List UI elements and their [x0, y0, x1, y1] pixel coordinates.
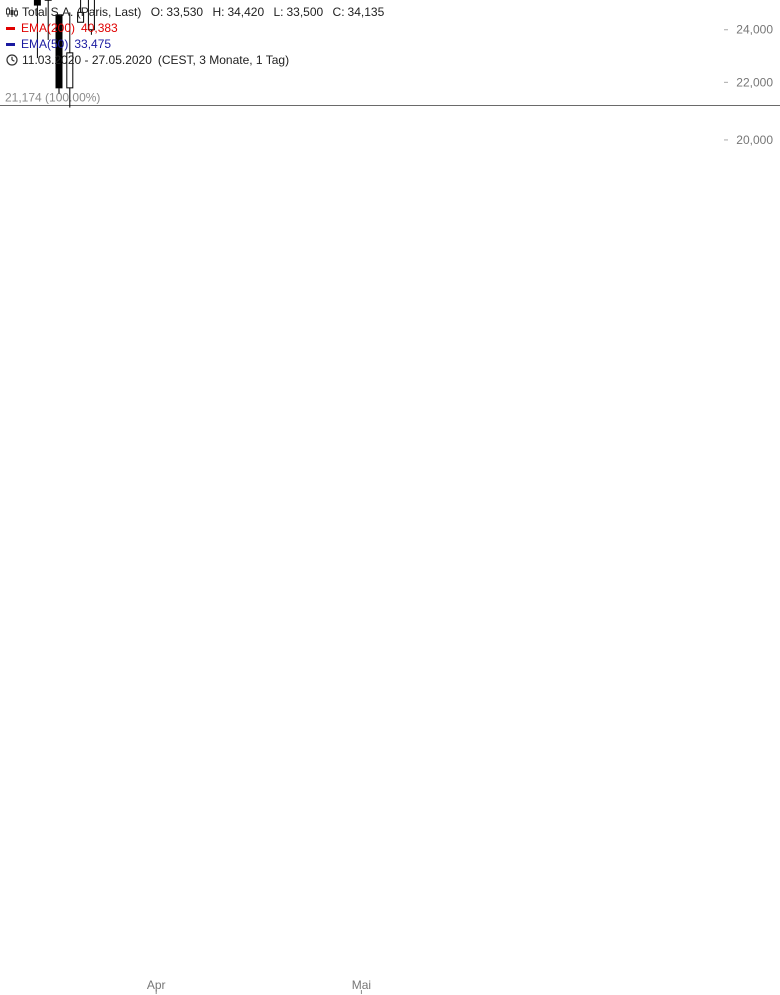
low-value: 33,500: [286, 5, 324, 19]
ema200-swatch: [6, 27, 15, 31]
y-tick-label: 20,000: [736, 133, 773, 147]
y-tick-label: 24,000: [736, 23, 773, 37]
date-axis: Apr Mai: [147, 978, 371, 994]
candle-body: [77, 11, 85, 23]
x-tick-label: Apr: [147, 978, 166, 992]
high-value: 34,420: [227, 5, 265, 19]
high-label: H:: [212, 5, 225, 19]
candle-body: [55, 14, 63, 89]
candlesticks: [33, 0, 95, 108]
fib-label: 21,174 (100.00%): [5, 90, 100, 104]
ema200-legend: EMA(200) 40,383: [6, 21, 118, 35]
ema50-label: EMA(50): [21, 37, 69, 51]
ema200-label: EMA(200): [21, 21, 76, 35]
low-label: L:: [273, 5, 284, 19]
close-label: C:: [332, 5, 345, 19]
instrument-name: Total S.A. (Paris, Last): [22, 5, 142, 19]
open-value: 33,530: [166, 5, 204, 19]
close-value: 34,135: [347, 5, 385, 19]
period-detail: (CEST, 3 Monate, 1 Tag): [157, 53, 290, 67]
candle-body: [87, 0, 95, 31]
fibonacci-levels: 37,990 (0.00%)31,566 (38.20%)29,582 (50.…: [0, 90, 780, 106]
period-range: 11.03.2020 - 27.05.2020: [22, 53, 152, 67]
x-tick-label: Mai: [352, 978, 371, 992]
ema50-value: 33,475: [74, 37, 112, 51]
ema50-legend: EMA(50) 33,475: [6, 37, 111, 51]
clock-icon: [6, 54, 18, 66]
candle-body: [66, 52, 74, 89]
instrument-line: Total S.A. (Paris, Last) O: 33,530 H: 34,4…: [6, 5, 384, 19]
y-tick-label: 22,000: [736, 75, 773, 89]
price-axis: 20,00022,00024,00026,00028,00030,00032,0…: [724, 23, 773, 147]
open-label: O:: [150, 5, 164, 19]
candlestick-icon: [6, 7, 18, 17]
period-legend: 11.03.2020 - 27.05.2020 (CEST, 3 Monate, …: [6, 53, 289, 67]
ema50-swatch: [6, 43, 15, 47]
candle-body: [33, 0, 41, 6]
ema200-value: 40,383: [81, 21, 118, 35]
